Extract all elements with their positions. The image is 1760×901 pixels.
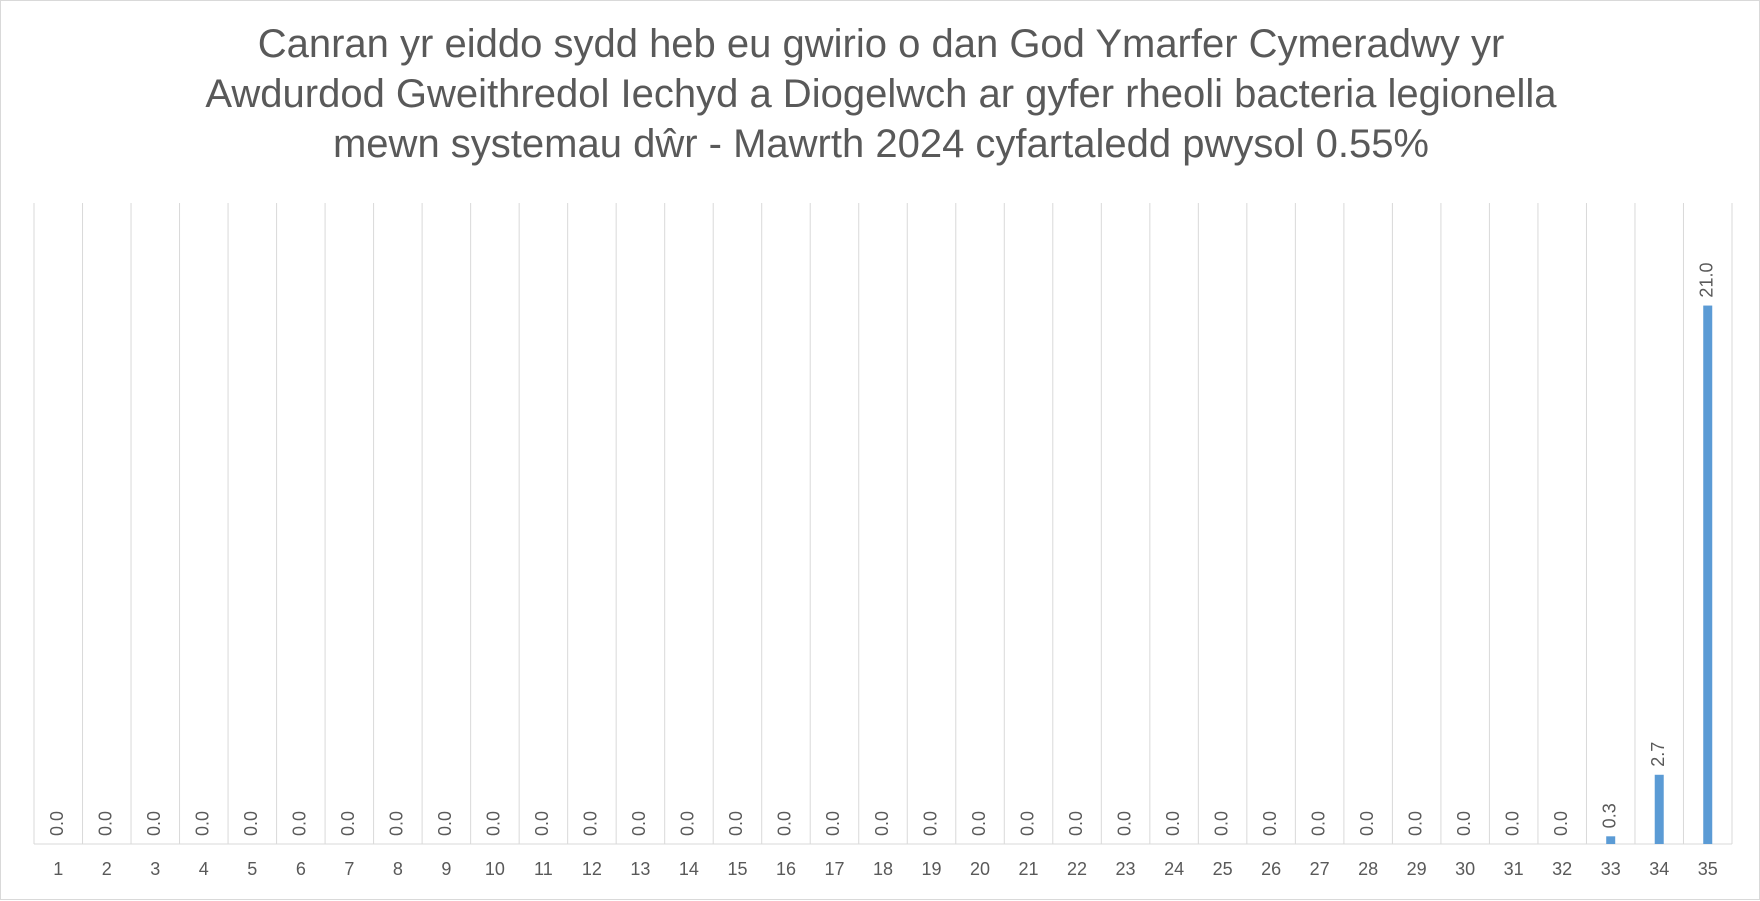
- x-tick-label: 26: [1261, 859, 1281, 879]
- data-label: 0.0: [1066, 811, 1086, 836]
- x-tick-label: 28: [1358, 859, 1378, 879]
- data-label: 0.0: [290, 811, 310, 836]
- x-tick-label: 1: [53, 859, 63, 879]
- data-label: 0.0: [241, 811, 261, 836]
- data-label: 0.0: [1502, 811, 1522, 836]
- data-label: 0.0: [1454, 811, 1474, 836]
- chart-title: Canran yr eiddo sydd heb eu gwirio o dan…: [205, 22, 1557, 166]
- data-label: 0.0: [1260, 811, 1280, 836]
- data-label: 0.0: [1405, 811, 1425, 836]
- x-tick-label: 21: [1019, 859, 1039, 879]
- bar: [1606, 836, 1616, 844]
- data-label: 0.0: [193, 811, 213, 836]
- x-tick-label: 19: [921, 859, 941, 879]
- data-label: 0.3: [1599, 803, 1619, 828]
- x-tick-label: 32: [1552, 859, 1572, 879]
- x-tick-label: 9: [441, 859, 451, 879]
- data-label: 0.0: [872, 811, 892, 836]
- bar: [1654, 774, 1664, 844]
- data-label: 0.0: [920, 811, 940, 836]
- x-tick-label: 7: [344, 859, 354, 879]
- x-tick-label: 5: [247, 859, 257, 879]
- x-tick-label: 24: [1164, 859, 1184, 879]
- data-label: 0.0: [96, 811, 116, 836]
- data-label: 0.0: [387, 811, 407, 836]
- data-label: 0.0: [969, 811, 989, 836]
- x-tick-label: 12: [582, 859, 602, 879]
- data-label: 0.0: [629, 811, 649, 836]
- x-tick-label: 20: [970, 859, 990, 879]
- x-tick-label: 34: [1649, 859, 1669, 879]
- x-tick-label: 4: [199, 859, 209, 879]
- x-tick-label: 22: [1067, 859, 1087, 879]
- data-label: 0.0: [1114, 811, 1134, 836]
- data-label: 2.7: [1648, 742, 1668, 767]
- data-label: 0.0: [726, 811, 746, 836]
- data-label: 21.0: [1696, 263, 1716, 298]
- data-label: 0.0: [775, 811, 795, 836]
- bar: [1703, 305, 1713, 844]
- data-label: 0.0: [338, 811, 358, 836]
- x-tick-label: 2: [102, 859, 112, 879]
- x-tick-label: 11: [534, 859, 553, 879]
- data-label: 0.0: [823, 811, 843, 836]
- x-tick-label: 35: [1698, 859, 1718, 879]
- data-label: 0.0: [144, 811, 164, 836]
- data-label: 0.0: [484, 811, 504, 836]
- x-tick-label: 10: [485, 859, 505, 879]
- x-tick-label: 15: [727, 859, 747, 879]
- x-tick-label: 23: [1116, 859, 1136, 879]
- data-label: 0.0: [678, 811, 698, 836]
- x-tick-label: 6: [296, 859, 306, 879]
- data-label: 0.0: [581, 811, 601, 836]
- data-label: 0.0: [1308, 811, 1328, 836]
- x-tick-label: 25: [1213, 859, 1233, 879]
- x-tick-label: 30: [1455, 859, 1475, 879]
- x-tick-label: 33: [1601, 859, 1621, 879]
- data-label: 0.0: [47, 811, 67, 836]
- x-tick-label: 18: [873, 859, 893, 879]
- x-tick-label: 17: [824, 859, 844, 879]
- x-tick-label: 8: [393, 859, 403, 879]
- x-tick-label: 29: [1407, 859, 1427, 879]
- data-label: 0.0: [1211, 811, 1231, 836]
- data-label: 0.0: [1017, 811, 1037, 836]
- x-tick-label: 3: [150, 859, 160, 879]
- data-label: 0.0: [532, 811, 552, 836]
- data-label: 0.0: [1163, 811, 1183, 836]
- x-tick-label: 27: [1310, 859, 1330, 879]
- x-tick-label: 16: [776, 859, 796, 879]
- x-tick-label: 31: [1504, 859, 1524, 879]
- data-label: 0.0: [1357, 811, 1377, 836]
- data-label: 0.0: [1551, 811, 1571, 836]
- x-tick-label: 14: [679, 859, 699, 879]
- x-tick-label: 13: [630, 859, 650, 879]
- data-label: 0.0: [435, 811, 455, 836]
